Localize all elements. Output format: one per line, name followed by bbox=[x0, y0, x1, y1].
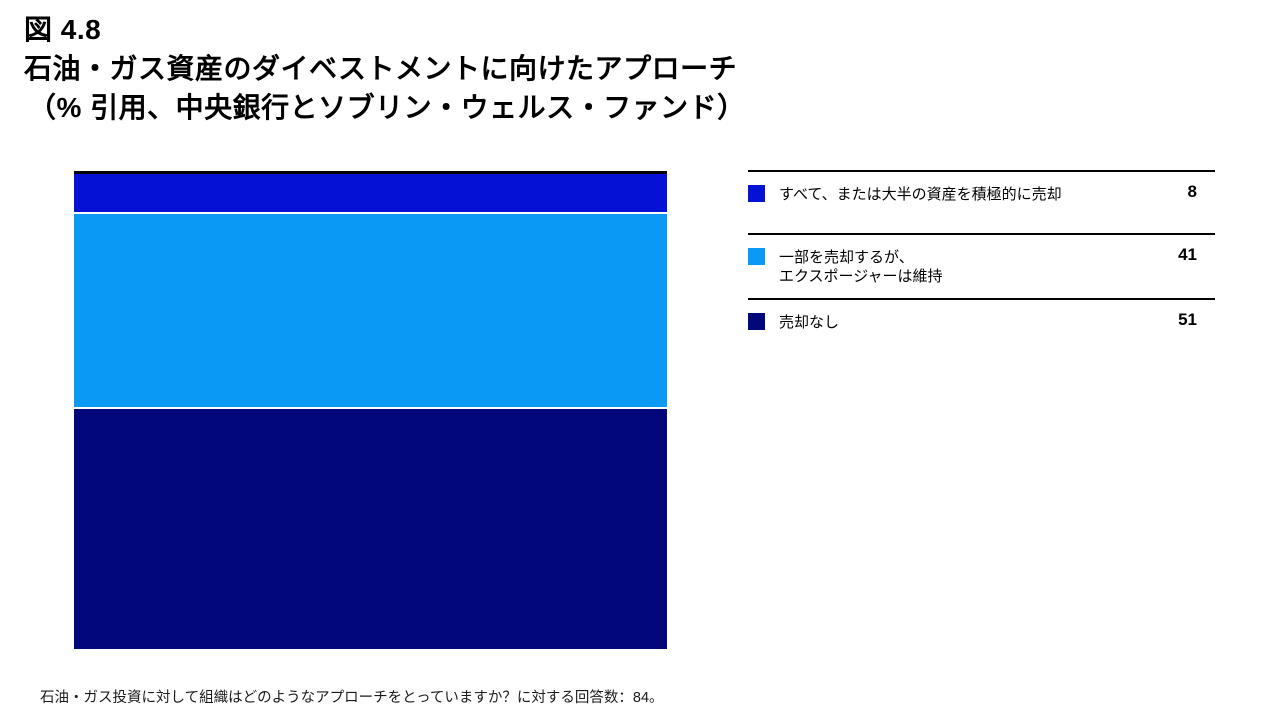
legend-label: 一部を売却するが、 エクスポージャーは維持 bbox=[779, 249, 943, 285]
figure-title-block: 図 4.8 石油・ガス資産のダイベストメントに向けたアプローチ （% 引用、中央… bbox=[24, 10, 746, 127]
legend-value: 51 bbox=[1178, 310, 1197, 329]
bar-segment-no-divestment bbox=[74, 406, 667, 649]
bar-segment-partial-divestment bbox=[74, 211, 667, 407]
footnote: 石油・ガス投資に対して組織はどのようなアプローチをとっていますか？に対する回答数… bbox=[40, 690, 664, 706]
legend-item-partial-divestment: 一部を売却するが、 エクスポージャーは維持 41 bbox=[748, 233, 1215, 298]
bar-segment-active-divestment bbox=[74, 174, 667, 212]
legend-label: すべて、または大半の資産を積極的に売却 bbox=[779, 186, 1062, 203]
legend-item-no-divestment: 売却なし 51 bbox=[748, 298, 1215, 358]
legend-value: 41 bbox=[1178, 245, 1197, 264]
figure-subtitle: （% 引用、中央銀行とソブリン・ウェルス・ファンド） bbox=[28, 92, 746, 123]
legend-item-active-divestment: すべて、または大半の資産を積極的に売却 8 bbox=[748, 170, 1215, 233]
legend-value: 8 bbox=[1187, 182, 1197, 201]
legend-swatch-active-divestment bbox=[748, 185, 765, 202]
legend: すべて、または大半の資産を積極的に売却 8 一部を売却するが、 エクスポージャー… bbox=[748, 170, 1215, 358]
stacked-bar bbox=[74, 171, 667, 649]
figure-number: 図 4.8 bbox=[24, 14, 102, 45]
figure-title: 石油・ガス資産のダイベストメントに向けたアプローチ bbox=[24, 53, 738, 84]
legend-label: 売却なし bbox=[779, 314, 840, 331]
legend-swatch-partial-divestment bbox=[748, 248, 765, 265]
legend-swatch-no-divestment bbox=[748, 313, 765, 330]
